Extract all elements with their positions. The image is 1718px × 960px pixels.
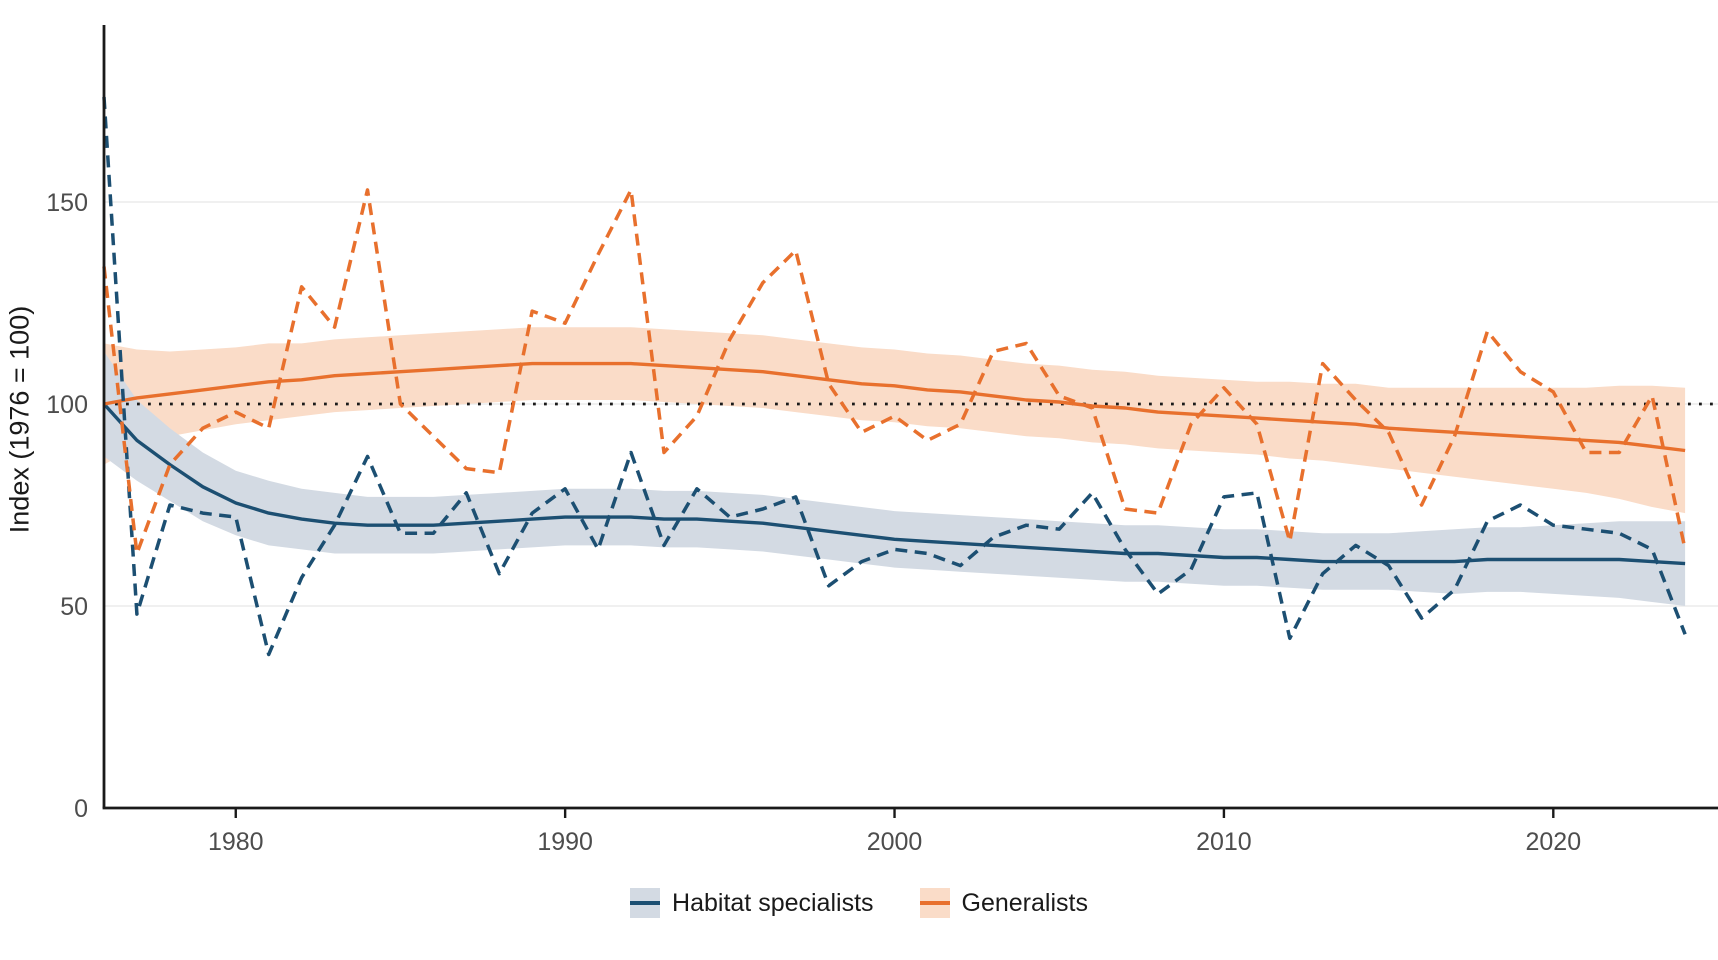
y-tick-label-0: 0 [74,795,88,823]
legend-key-habitat-specialists [630,888,661,918]
y-axis-title: Index (1976 = 100) [4,305,35,534]
legend: Habitat specialists Generalists [0,888,1718,918]
legend-key-line-generalists [919,901,950,905]
legend-label-habitat-specialists: Habitat specialists [672,888,874,917]
x-tick-label-2000: 2000 [867,828,923,856]
y-tick-label-150: 150 [46,189,88,217]
legend-item-habitat-specialists: Habitat specialists [630,888,874,918]
x-tick-label-1980: 1980 [208,828,264,856]
x-tick-label-1990: 1990 [537,828,593,856]
y-tick-label-100: 100 [46,391,88,419]
legend-label-generalists: Generalists [961,888,1088,917]
x-tick-label-2010: 2010 [1196,828,1252,856]
generalists-trend-line [103,361,1686,453]
legend-key-generalists [919,888,950,918]
generalists-confidence-ribbon [104,327,1686,514]
generalists-annual-line [102,188,1687,556]
x-tick-label-2020: 2020 [1525,828,1581,856]
legend-key-line-habitat [630,901,661,905]
habitat-specialists-trend-line [102,402,1686,566]
y-tick-label-50: 50 [60,593,88,621]
habitat-specialists-annual-line [102,96,1687,657]
habitat-specialists-confidence-ribbon [104,351,1686,606]
legend-item-generalists: Generalists [919,888,1088,918]
